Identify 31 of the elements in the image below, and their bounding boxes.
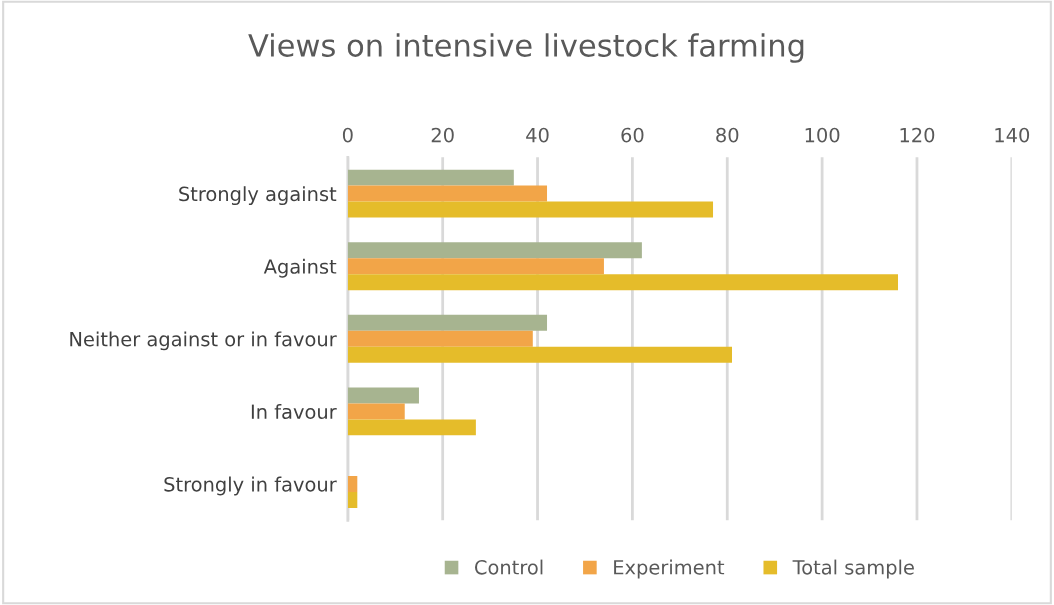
bar bbox=[347, 242, 642, 259]
bar bbox=[347, 314, 548, 331]
x-tick-label: 60 bbox=[621, 127, 644, 143]
bar bbox=[347, 274, 899, 291]
y-tick-label: Neither against or in favour bbox=[70, 331, 337, 351]
x-tick-label: 120 bbox=[900, 127, 935, 143]
bar bbox=[347, 258, 604, 275]
bar bbox=[347, 201, 714, 218]
y-tick-label: Strongly in favour bbox=[164, 476, 337, 496]
legend-label: Control bbox=[474, 559, 543, 575]
x-tick-label: 80 bbox=[716, 127, 739, 143]
bar bbox=[347, 419, 476, 436]
x-tick-label: 20 bbox=[431, 127, 454, 143]
bar bbox=[347, 330, 533, 347]
x-tick-label: 100 bbox=[805, 127, 840, 143]
bar bbox=[347, 346, 732, 363]
legend-label: Experiment bbox=[614, 559, 725, 579]
bar bbox=[347, 403, 405, 420]
bar bbox=[347, 185, 548, 202]
chart-title: Views on intensive livestock farming bbox=[248, 33, 804, 63]
x-tick-label: 0 bbox=[342, 127, 353, 143]
x-tick-label: 40 bbox=[526, 127, 549, 143]
y-tick-label: In favour bbox=[251, 404, 337, 420]
y-tick-label: Strongly against bbox=[179, 186, 337, 206]
x-tick-label: 140 bbox=[995, 127, 1030, 143]
bar bbox=[347, 387, 419, 404]
bar bbox=[347, 476, 358, 492]
legend-label: Total sample bbox=[792, 559, 914, 579]
bar bbox=[347, 169, 514, 186]
y-tick-label: Against bbox=[263, 258, 337, 278]
bar bbox=[347, 491, 358, 508]
